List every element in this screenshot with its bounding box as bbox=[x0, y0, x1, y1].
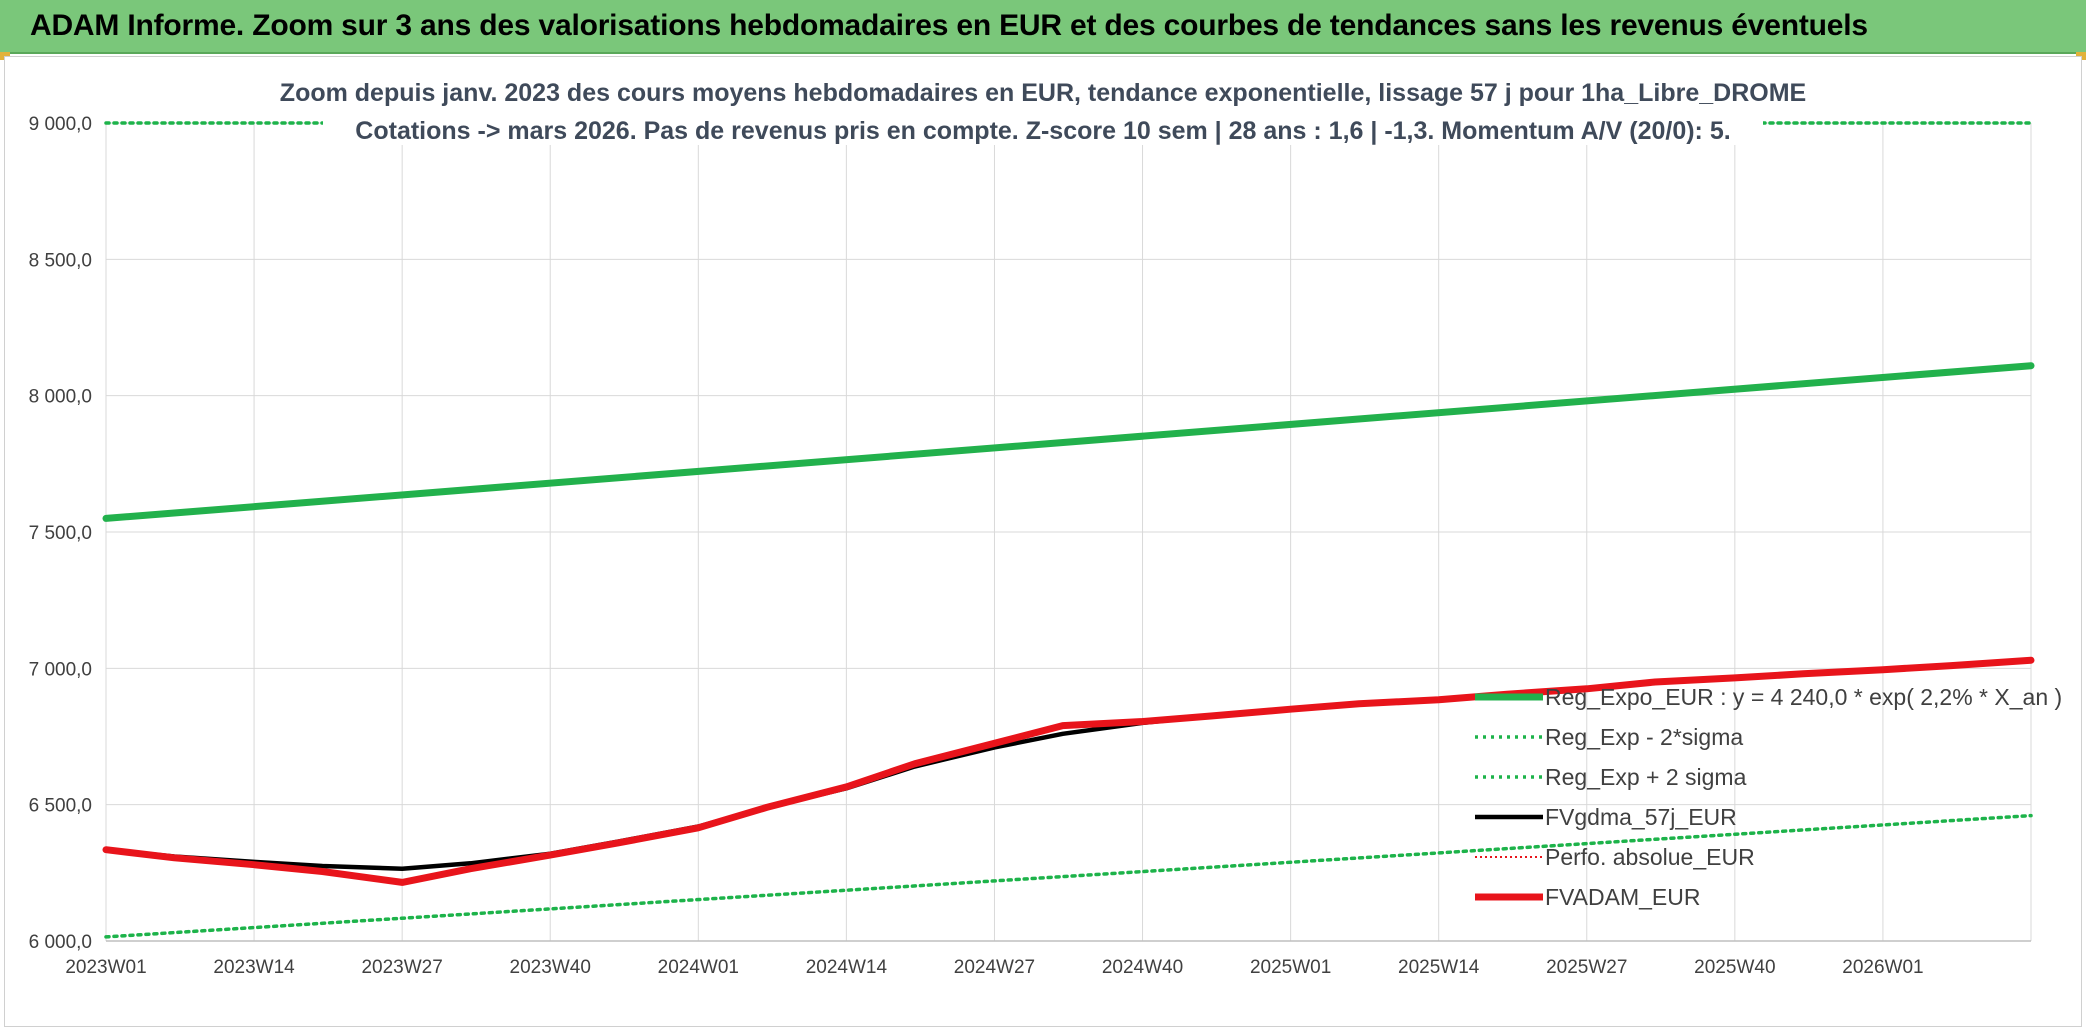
x-tick-label: 2025W27 bbox=[1546, 957, 1627, 978]
series-line-1 bbox=[104, 813, 2033, 939]
x-tick-label: 2025W01 bbox=[1250, 957, 1331, 978]
y-tick-label: 6 500,0 bbox=[29, 796, 92, 817]
chart-subtitle: Cotations -> mars 2026. Pas de revenus p… bbox=[355, 117, 1730, 145]
x-tick-label: 2024W40 bbox=[1102, 957, 1183, 978]
legend: Reg_Expo_EUR : y = 4 240,0 * exp( 2,2% *… bbox=[1475, 684, 2062, 910]
legend-label: FVgdma_57j_EUR bbox=[1545, 804, 1737, 830]
x-tick-label: 2024W01 bbox=[658, 957, 739, 978]
header-bar: ADAM Informe. Zoom sur 3 ans des valoris… bbox=[0, 0, 2086, 54]
x-tick-label: 2024W14 bbox=[806, 957, 888, 978]
x-tick-label: 2023W40 bbox=[510, 957, 591, 978]
x-tick-label: 2023W14 bbox=[213, 957, 295, 978]
page-title: ADAM Informe. Zoom sur 3 ans des valoris… bbox=[30, 9, 1868, 42]
series-line-0 bbox=[102, 362, 2035, 522]
x-tick-label: 2026W01 bbox=[1842, 957, 1923, 978]
x-tick-label: 2025W40 bbox=[1694, 957, 1775, 978]
legend-label: FVADAM_EUR bbox=[1545, 884, 1701, 910]
chart-titles: Zoom depuis janv. 2023 des cours moyens … bbox=[280, 63, 1806, 145]
y-tick-label: 7 000,0 bbox=[29, 659, 92, 680]
series-layer bbox=[102, 121, 2035, 939]
y-tick-label: 8 000,0 bbox=[29, 387, 92, 408]
gridlines bbox=[105, 122, 2032, 942]
y-tick-label: 8 500,0 bbox=[29, 250, 92, 271]
x-tick-label: 2024W27 bbox=[954, 957, 1035, 978]
axis-labels: 6 000,0 6 500,0 7 000,0 7 500,0 8 000,0 8 500… bbox=[29, 114, 1924, 978]
y-tick-label: 9 000,0 bbox=[29, 114, 92, 135]
legend-label: Reg_Exp + 2 sigma bbox=[1545, 764, 1747, 790]
legend-label: Perfo. absolue_EUR bbox=[1545, 844, 1755, 870]
series-line-4 bbox=[105, 659, 2032, 884]
y-tick-label: 6 000,0 bbox=[29, 932, 92, 953]
line-chart: 6 000,0 6 500,0 7 000,0 7 500,0 8 000,0 8 500… bbox=[29, 63, 2062, 978]
legend-label: Reg_Exp - 2*sigma bbox=[1545, 724, 1743, 750]
y-tick-label: 7 500,0 bbox=[29, 523, 92, 544]
legend-label: Reg_Expo_EUR : y = 4 240,0 * exp( 2,2% *… bbox=[1545, 684, 2062, 710]
x-tick-label: 2025W14 bbox=[1398, 957, 1480, 978]
chart-title: Zoom depuis janv. 2023 des cours moyens … bbox=[280, 79, 1806, 107]
x-tick-label: 2023W01 bbox=[65, 957, 146, 978]
chart-area: 6 000,0 6 500,0 7 000,0 7 500,0 8 000,0 8 500… bbox=[4, 56, 2082, 1027]
x-tick-label: 2023W27 bbox=[361, 957, 442, 978]
title-backdrop bbox=[323, 63, 1763, 145]
